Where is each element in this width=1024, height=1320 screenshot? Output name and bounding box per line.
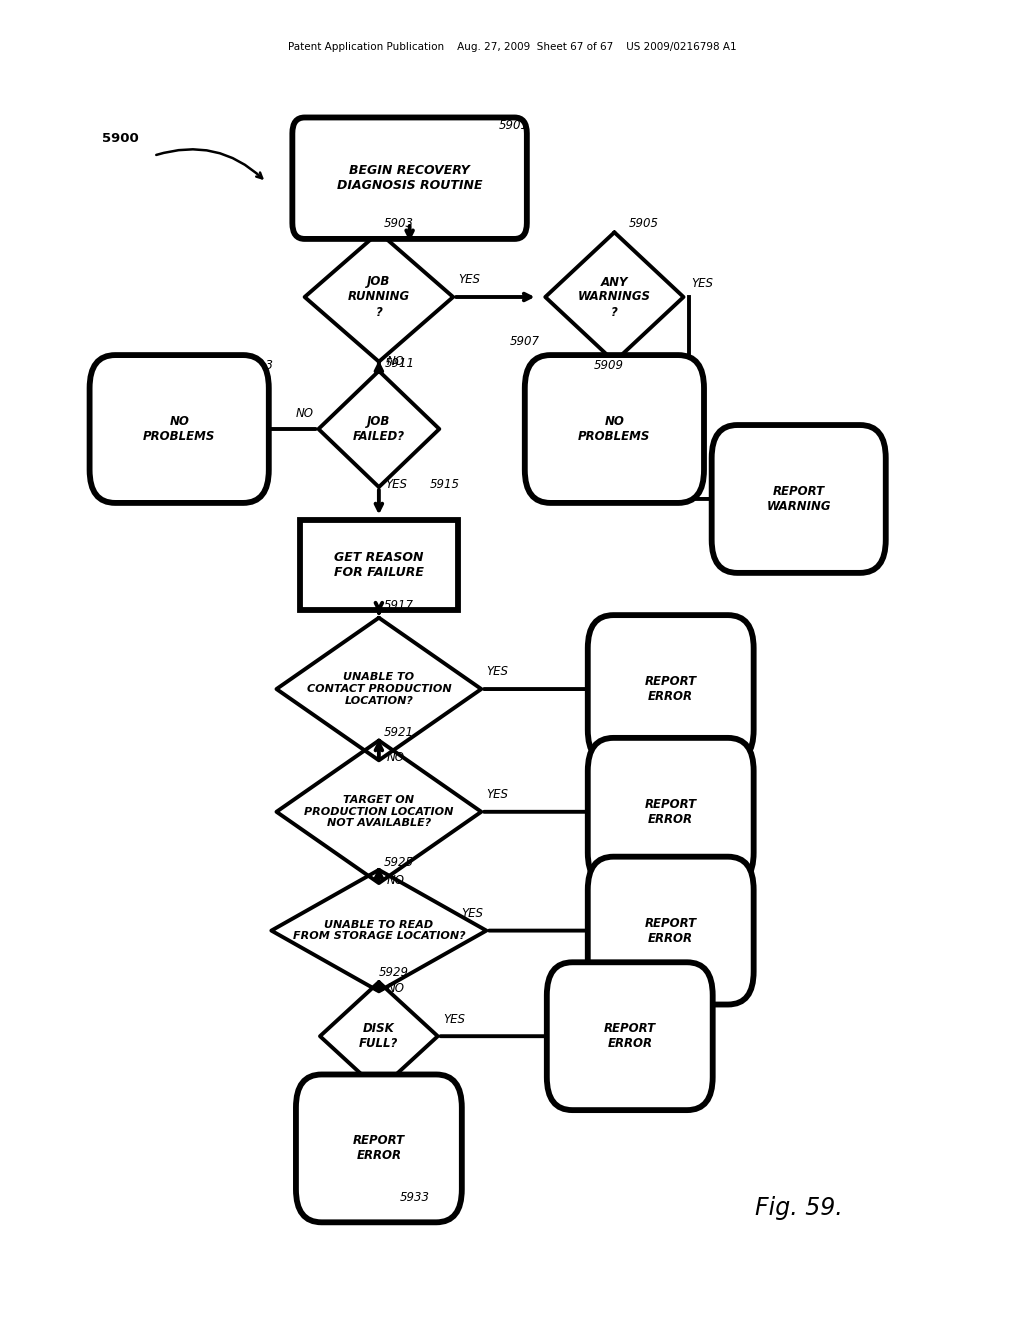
Text: NO: NO: [295, 407, 313, 420]
Text: 5903: 5903: [384, 216, 414, 230]
Text: Fig. 59.: Fig. 59.: [755, 1196, 843, 1220]
Text: TARGET ON
PRODUCTION LOCATION
NOT AVAILABLE?: TARGET ON PRODUCTION LOCATION NOT AVAILA…: [304, 795, 454, 829]
FancyBboxPatch shape: [293, 117, 526, 239]
Text: 5931: 5931: [599, 970, 629, 983]
FancyBboxPatch shape: [588, 615, 754, 763]
Text: 5911: 5911: [385, 356, 415, 370]
Text: 5913: 5913: [244, 359, 273, 372]
Text: Patent Application Publication    Aug. 27, 2009  Sheet 67 of 67    US 2009/02167: Patent Application Publication Aug. 27, …: [288, 42, 736, 53]
FancyBboxPatch shape: [588, 857, 754, 1005]
Text: 5907: 5907: [510, 335, 541, 348]
Text: 5929: 5929: [379, 966, 409, 979]
Text: 5909: 5909: [594, 359, 624, 372]
Text: 5915: 5915: [430, 478, 460, 491]
FancyBboxPatch shape: [588, 738, 754, 886]
Text: JOB
RUNNING
?: JOB RUNNING ?: [348, 276, 410, 318]
Text: REPORT
ERROR: REPORT ERROR: [645, 675, 696, 704]
Text: REPORT
WARNING: REPORT WARNING: [767, 484, 830, 513]
Text: 5905: 5905: [629, 216, 658, 230]
Text: 5900: 5900: [102, 132, 139, 145]
FancyBboxPatch shape: [712, 425, 886, 573]
Bar: [299, 520, 459, 610]
Text: 5927: 5927: [645, 865, 675, 878]
Text: YES: YES: [692, 277, 714, 290]
Text: BEGIN RECOVERY
DIAGNOSIS ROUTINE: BEGIN RECOVERY DIAGNOSIS ROUTINE: [337, 164, 482, 193]
Text: ANY
WARNINGS
?: ANY WARNINGS ?: [578, 276, 651, 318]
Text: NO: NO: [387, 1081, 406, 1094]
FancyBboxPatch shape: [296, 1074, 462, 1222]
Text: 5917: 5917: [384, 599, 414, 612]
FancyBboxPatch shape: [90, 355, 268, 503]
Text: 5921: 5921: [384, 726, 414, 739]
Text: REPORT
ERROR: REPORT ERROR: [645, 797, 696, 826]
Text: REPORT
ERROR: REPORT ERROR: [353, 1134, 404, 1163]
Text: GET REASON
FOR FAILURE: GET REASON FOR FAILURE: [334, 550, 424, 579]
Text: YES: YES: [442, 1012, 465, 1026]
Text: 5925: 5925: [384, 855, 414, 869]
FancyBboxPatch shape: [547, 962, 713, 1110]
Text: NO
PROBLEMS: NO PROBLEMS: [143, 414, 215, 444]
Text: JOB
FAILED?: JOB FAILED?: [353, 414, 404, 444]
Text: 5901: 5901: [499, 119, 528, 132]
Text: NO: NO: [387, 982, 406, 995]
Text: 5923: 5923: [645, 746, 675, 759]
Text: UNABLE TO
CONTACT PRODUCTION
LOCATION?: UNABLE TO CONTACT PRODUCTION LOCATION?: [306, 672, 452, 706]
Text: UNABLE TO READ
FROM STORAGE LOCATION?: UNABLE TO READ FROM STORAGE LOCATION?: [293, 920, 465, 941]
Text: YES: YES: [486, 788, 508, 801]
Text: NO: NO: [387, 874, 406, 887]
Text: NO: NO: [387, 751, 406, 764]
Text: YES: YES: [385, 478, 407, 491]
Text: REPORT
ERROR: REPORT ERROR: [604, 1022, 655, 1051]
Text: DISK
FULL?: DISK FULL?: [359, 1022, 398, 1051]
Text: YES: YES: [486, 665, 508, 678]
Text: NO: NO: [623, 355, 641, 368]
Text: REPORT
ERROR: REPORT ERROR: [645, 916, 696, 945]
Text: NO: NO: [387, 355, 406, 368]
Text: 5933: 5933: [399, 1191, 429, 1204]
Text: YES: YES: [459, 273, 480, 286]
Text: YES: YES: [462, 907, 483, 920]
Text: 5919: 5919: [645, 623, 675, 636]
Text: NO
PROBLEMS: NO PROBLEMS: [579, 414, 650, 444]
FancyBboxPatch shape: [524, 355, 705, 503]
